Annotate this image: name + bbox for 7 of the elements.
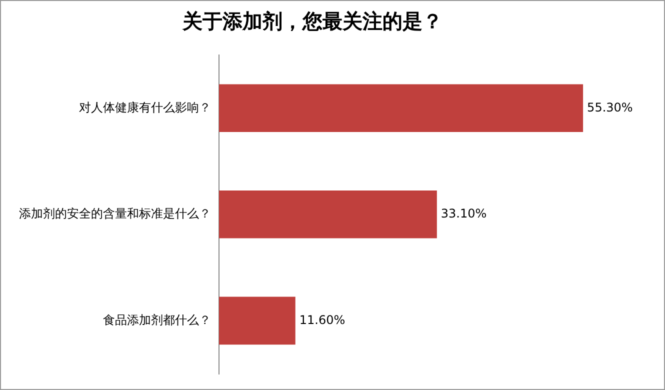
y-tick-label: 对人体健康有什么影响？ [79, 100, 211, 114]
data-label: 33.10% [440, 206, 487, 221]
data-label: 11.60% [299, 312, 346, 327]
y-tick-label: 食品添加剂都什么？ [103, 312, 211, 327]
data-label: 55.30% [587, 100, 633, 114]
y-tick-label: 添加剂的安全的含量和标准是什么？ [19, 206, 211, 221]
chart-title: 关于添加剂，您最关注的是？ [182, 9, 442, 34]
